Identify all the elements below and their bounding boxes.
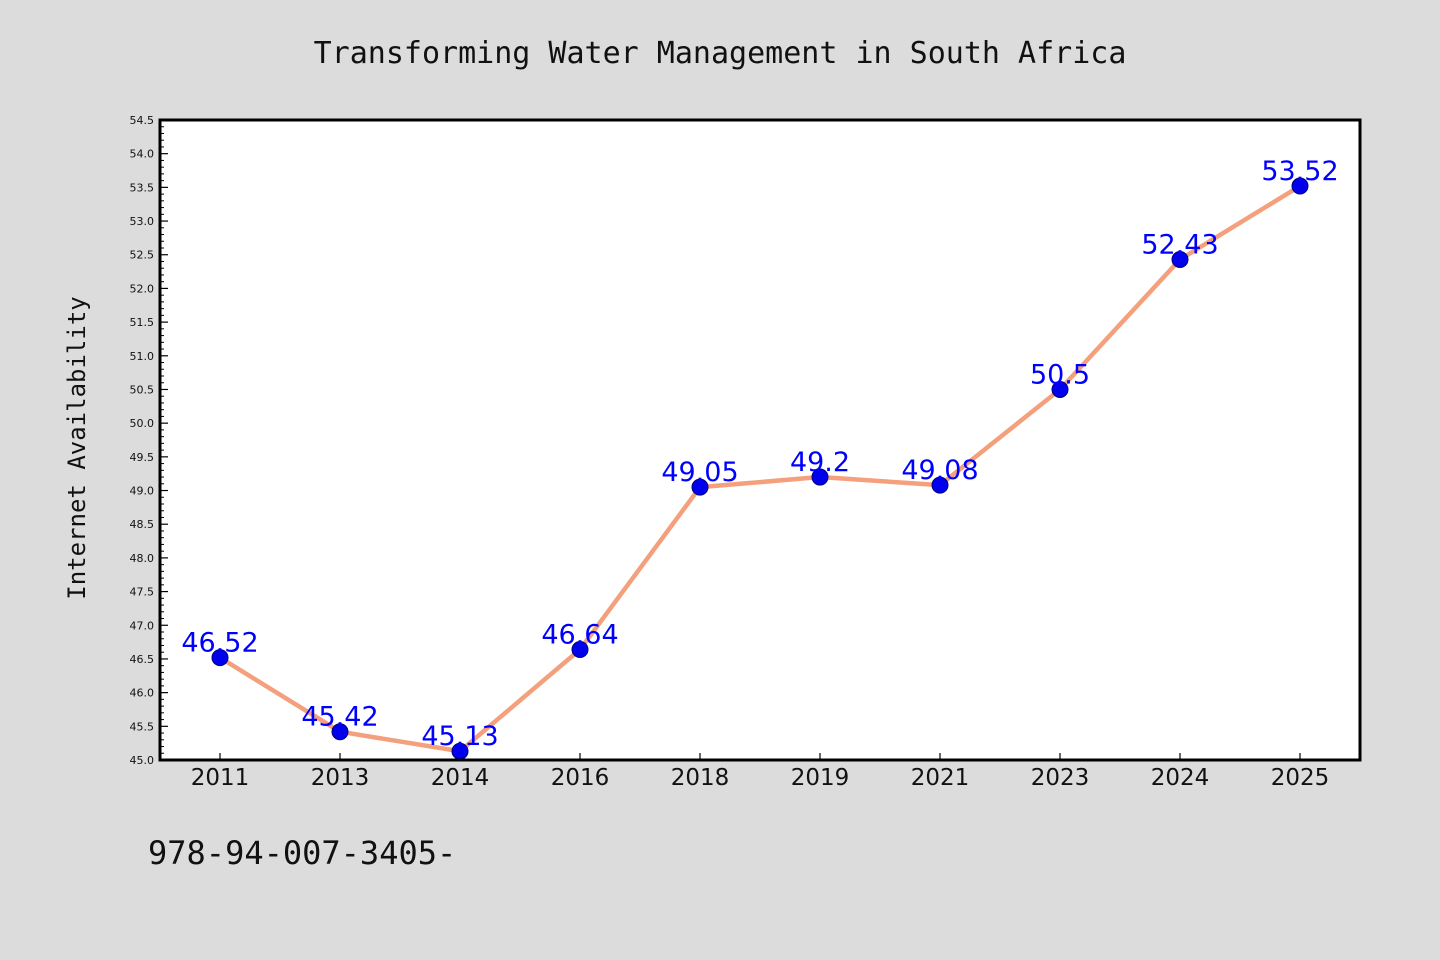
- y-tick-label: 51.0: [130, 350, 155, 363]
- x-tick-label: 2014: [431, 765, 490, 791]
- x-tick-label: 2018: [671, 765, 730, 791]
- y-tick-label: 53.5: [130, 181, 155, 194]
- y-tick-label: 48.5: [130, 518, 155, 531]
- y-tick-label: 53.0: [130, 215, 155, 228]
- data-label: 46.52: [181, 628, 258, 659]
- y-tick-label: 49.5: [130, 451, 155, 464]
- y-tick-label: 46.0: [130, 687, 155, 700]
- x-tick-label: 2025: [1271, 765, 1330, 791]
- y-tick-label: 54.0: [130, 148, 155, 161]
- data-label: 53.52: [1261, 156, 1338, 187]
- y-tick-label: 45.0: [130, 754, 155, 767]
- y-tick-label: 48.0: [130, 552, 155, 565]
- data-label: 45.13: [421, 721, 498, 752]
- data-label: 52.43: [1141, 229, 1218, 260]
- data-point: [211, 649, 229, 667]
- series-layer: 46.52 45.42 45.13 46.64 49.05 49.2 49.08 50.5 52…: [181, 156, 1339, 760]
- chart-title: Transforming Water Management in South A…: [314, 36, 1127, 71]
- y-tick-label: 52.0: [130, 282, 155, 295]
- y-tick-label: 49.0: [130, 485, 155, 498]
- data-point: [1171, 250, 1189, 268]
- data-label: 49.05: [661, 457, 738, 488]
- y-tick-label: 50.5: [130, 383, 155, 396]
- x-tick-label: 2011: [191, 765, 250, 791]
- data-point: [931, 476, 949, 494]
- data-point: [1051, 380, 1069, 398]
- x-tick-label: 2023: [1031, 765, 1090, 791]
- data-label: 50.5: [1030, 359, 1090, 390]
- data-point: [691, 478, 709, 496]
- plot-frame: [158, 118, 1362, 762]
- series-line: [217, 183, 1303, 754]
- y-axis-label: Internet Availability: [63, 296, 91, 599]
- y-tick-label: 47.5: [130, 586, 155, 599]
- plot-area: [160, 120, 1360, 760]
- data-label: 49.08: [901, 455, 978, 486]
- footnote-text: 978-94-007-3405-: [148, 834, 456, 872]
- data-label: 45.42: [301, 702, 378, 733]
- y-tick-label: 47.0: [130, 619, 155, 632]
- y-tick-label: 45.5: [130, 720, 155, 733]
- data-point: [1291, 177, 1309, 195]
- x-tick-label: 2013: [311, 765, 370, 791]
- data-label: 46.64: [541, 620, 618, 651]
- y-tick-label: 51.5: [130, 316, 155, 329]
- y-tick-label: 54.5: [130, 114, 155, 127]
- y-tick-label: 50.0: [130, 417, 155, 430]
- data-point: [811, 468, 829, 486]
- data-label: 49.2: [790, 447, 850, 478]
- x-tick-label: 2019: [791, 765, 850, 791]
- data-point: [571, 641, 589, 659]
- x-tick-label: 2024: [1151, 765, 1210, 791]
- y-tick-label: 46.5: [130, 653, 155, 666]
- y-tick-label: 52.5: [130, 249, 155, 262]
- x-tick-label: 2021: [911, 765, 970, 791]
- x-tick-label: 2016: [551, 765, 610, 791]
- data-point: [331, 723, 349, 741]
